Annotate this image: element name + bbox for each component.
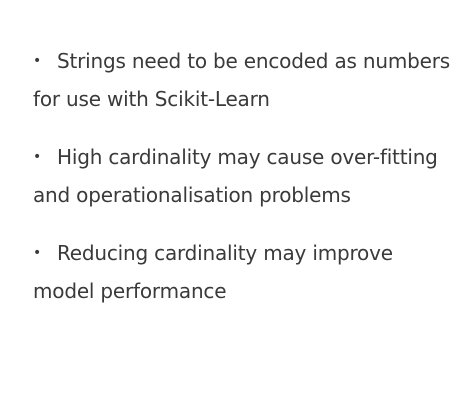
bullet-item-cardinality-risk: • High cardinality may cause over-fitting… (33, 138, 453, 214)
bullet-icon: • (33, 149, 42, 165)
bullet-icon: • (33, 53, 42, 69)
bullet-text-cardinality-risk: High cardinality may cause over-fitting … (33, 145, 438, 207)
bullet-item-performance: • Reducing cardinality may improve model … (33, 234, 453, 310)
bullet-text-performance: Reducing cardinality may improve model p… (33, 241, 393, 303)
bullet-item-encoding: • Strings need to be encoded as numbers f… (33, 42, 453, 118)
bullet-icon: • (33, 245, 42, 261)
bullet-text-encoding: Strings need to be encoded as numbers fo… (33, 49, 450, 111)
bullet-list: • Strings need to be encoded as numbers f… (33, 42, 453, 310)
